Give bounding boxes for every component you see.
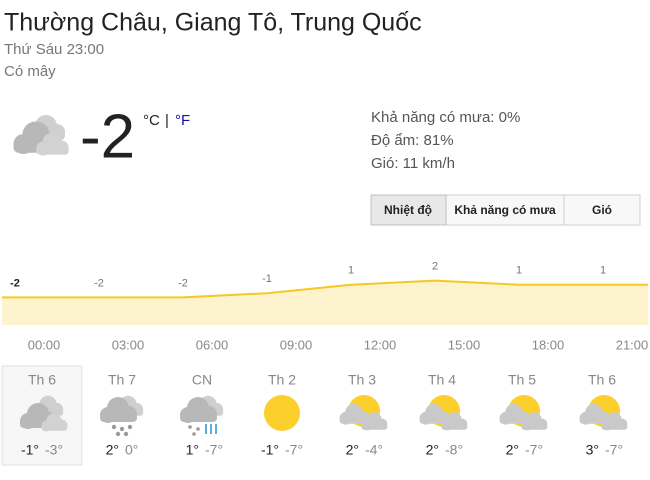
snowflake [192,432,196,436]
condition: Có mây [4,63,56,80]
cloud-part [579,416,610,424]
weather-icon [339,395,388,431]
time: Thứ Sáu 23:00 [4,41,104,58]
tab[interactable]: Nhiệt độ [384,203,432,217]
day-name: CN [192,372,212,388]
weather-icon [100,395,144,437]
day-low: -8° [445,442,463,458]
location: Thường Châu, Giang Tô, Trung Quốc [4,9,422,37]
day-high: 2° [426,442,439,458]
temperature-label: -1 [262,273,272,285]
unit-separator: | [165,112,169,129]
time-label: 09:00 [280,337,313,352]
time-label: 15:00 [448,337,481,352]
temperature-label: 1 [348,265,354,277]
day-high: 2° [506,442,519,458]
weather-icon [264,395,300,431]
day-low: -4° [365,442,383,458]
temperature-area [2,280,648,325]
time-label: 18:00 [532,337,565,352]
day-high: 2° [346,442,359,458]
time-label: 06:00 [196,337,229,352]
day-low: -7° [205,442,223,458]
cloud-part [601,423,628,430]
weather-icon [579,395,628,431]
day-high: 3° [586,442,599,458]
snowflake [119,426,125,432]
cloud-part [41,424,68,431]
day-name: Th 3 [348,372,376,388]
current-temperature: -2 [80,102,135,171]
snowflake [123,431,129,437]
weather-icon [20,395,68,432]
temperature-label: -2 [178,277,188,289]
weather-icon [499,395,548,431]
day-low: 0° [125,442,138,458]
snowflake [196,427,200,431]
cloud-part [339,416,370,424]
weather-icon [13,115,69,156]
temperature-line [15,279,603,299]
day-low: -3° [45,442,63,458]
snowflake [127,424,133,430]
time-label: 12:00 [364,337,397,352]
tab-active-bg [370,194,447,226]
wind: Gió: 11 km/h [371,155,455,172]
tab[interactable]: Khả năng có mưa [454,203,556,217]
day-name: Th 7 [108,372,136,388]
cloud-part [521,423,548,430]
cloud-part [36,146,69,155]
cloud-part [100,413,137,422]
snowflake [111,424,117,430]
time-label: 21:00 [616,337,649,352]
day-name: Th 5 [508,372,536,388]
cloud-part [419,416,450,424]
unit-fahrenheit[interactable]: °F [175,112,190,129]
day-high: 1° [186,442,199,458]
weather-icon [419,395,468,431]
unit-celsius: °C [143,112,160,129]
day-high: -1° [261,442,279,458]
cloud-part [361,423,388,430]
humidity: Độ ẩm: 81% [371,132,454,149]
day-low: -7° [285,442,303,458]
time-label: 00:00 [28,337,61,352]
temperature-label: 1 [600,265,606,277]
day-low: -7° [605,442,623,458]
day-name: Th 4 [428,372,456,388]
weather-icon [180,395,224,436]
time-label: 03:00 [112,337,145,352]
cloud-part [180,413,217,422]
cloud-part [441,423,468,430]
temperature-label: 1 [516,265,522,277]
rain-chance: Khả năng có mưa: 0% [371,109,520,126]
temperature-label: -2 [10,277,20,289]
day-name: Th 6 [28,372,56,388]
sun [264,395,300,431]
day-low: -7° [525,442,543,458]
temperature-label: 2 [432,261,438,273]
day-high: 2° [106,442,119,458]
day-high: -1° [21,442,39,458]
snowflake [115,431,121,437]
temperature-label: -2 [94,277,104,289]
day-name: Th 2 [268,372,296,388]
snowflake [188,425,192,429]
day-name: Th 6 [588,372,616,388]
tab[interactable]: Gió [592,203,612,217]
cloud-part [499,416,530,424]
